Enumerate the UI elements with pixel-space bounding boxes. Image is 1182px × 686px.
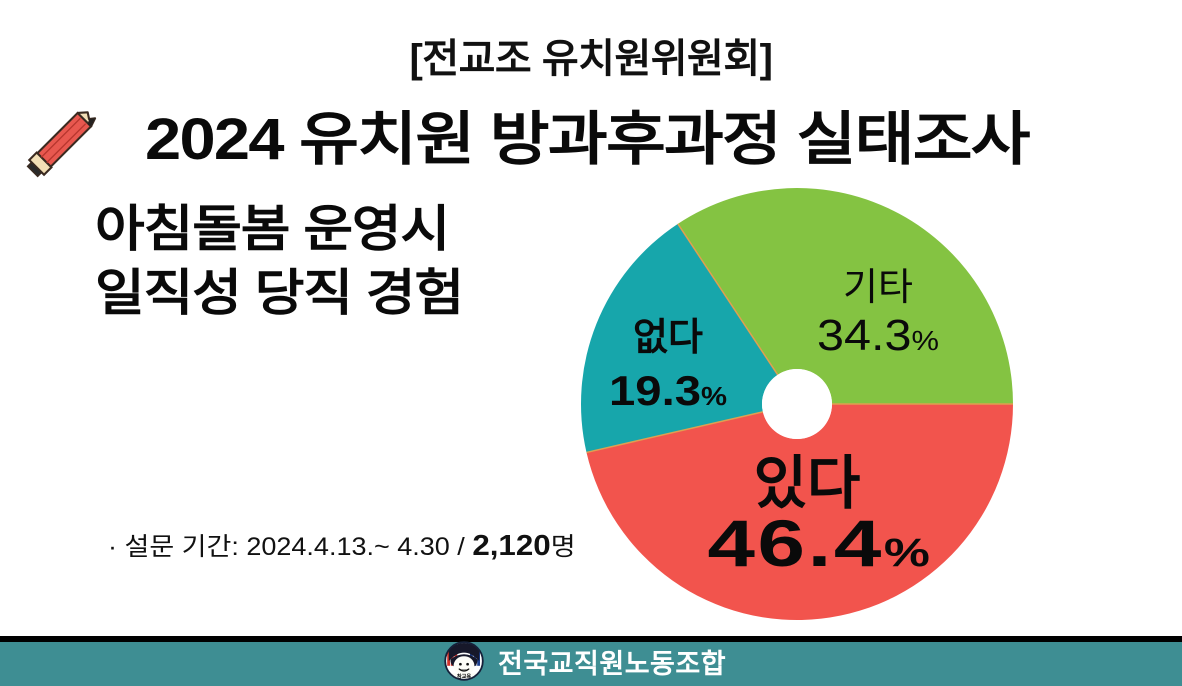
svg-text:기타: 기타 xyxy=(843,267,913,309)
svg-text:없다: 없다 xyxy=(633,317,703,359)
